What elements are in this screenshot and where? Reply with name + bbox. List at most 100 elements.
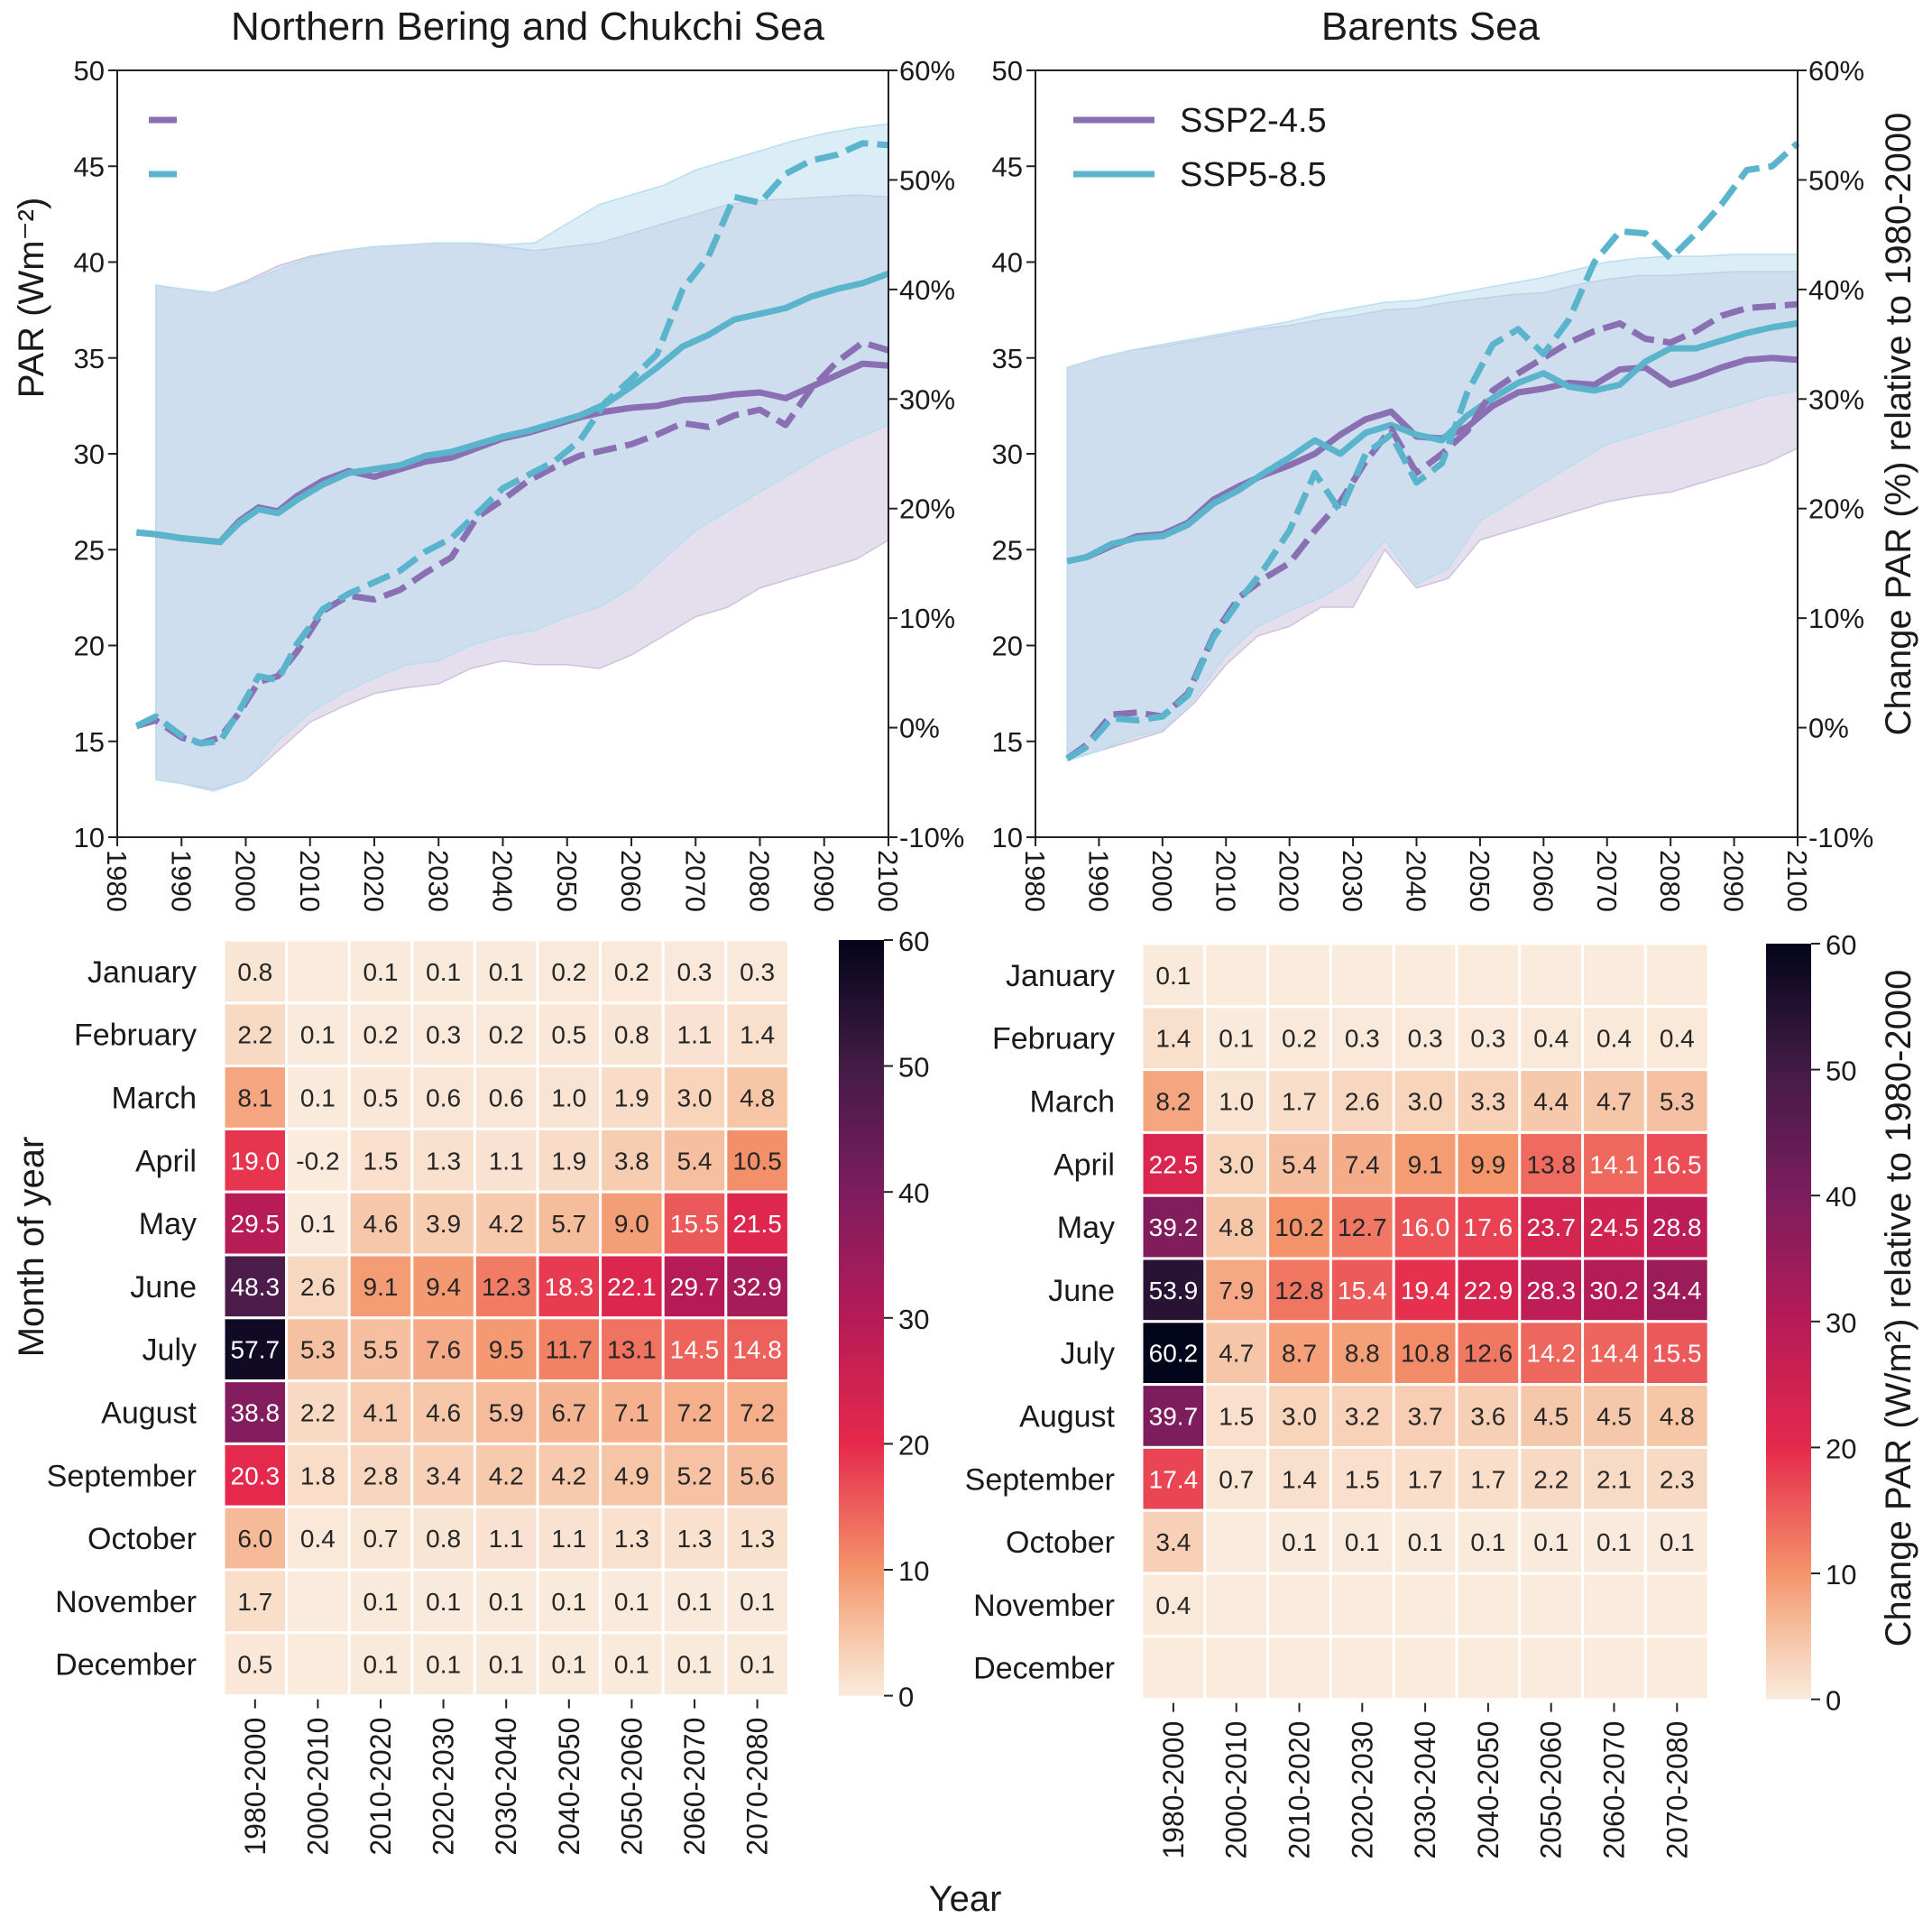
heatmap-cell	[410, 938, 476, 1005]
y2-tick-label: -10%	[1808, 822, 1873, 853]
month-label: January	[1006, 959, 1115, 993]
x-tick-label: 2090	[1718, 850, 1750, 912]
colorbar-tick-label: 20	[898, 1429, 929, 1461]
x-tick-label: 1980	[1019, 850, 1051, 912]
heatmap-cell	[1140, 1130, 1207, 1197]
month-label: February	[74, 1019, 197, 1053]
heatmap-cell	[1455, 942, 1522, 1009]
timeseries-bering: 10 15 20 25 30 35 40 45 50 -10% 0% 10% 20% 30% 40% 50% 6…	[74, 55, 965, 912]
heatmap-cell	[1455, 1635, 1522, 1701]
heatmap-cell-value: 3.4	[1155, 1528, 1191, 1556]
y2-tick-label: 40%	[1808, 274, 1864, 306]
series-line-ssp585-dashed	[1065, 141, 1800, 761]
heatmap-cell	[1203, 1005, 1270, 1072]
x-category-label: 2000-2010	[1220, 1721, 1253, 1859]
y-tick-label: 50	[74, 55, 105, 87]
legend-label-ssp585: SSP5-8.5	[1180, 156, 1327, 194]
heatmap-cell-value: 3.3	[1470, 1088, 1505, 1116]
heatmap-cell-value: 3.4	[426, 1462, 461, 1489]
heatmap-cell	[1266, 1005, 1332, 1072]
heatmap-cell-value: 0.3	[740, 958, 775, 986]
heatmap-cell-value: 0.2	[1282, 1025, 1317, 1053]
heatmap-cell-value: 1.4	[1282, 1465, 1317, 1493]
y-tick-label: 35	[992, 343, 1023, 374]
heatmap-cell-value: 0.1	[489, 1588, 524, 1616]
month-label: November	[973, 1589, 1115, 1623]
heatmap-cell	[661, 1316, 728, 1383]
heatmap-cell-value: 5.7	[551, 1210, 586, 1238]
heatmap-cell	[724, 1316, 790, 1383]
heatmap-cell	[724, 1631, 790, 1698]
heatmap-cell-value: 6.7	[551, 1399, 586, 1427]
colorbar-tick-label: 50	[898, 1052, 929, 1083]
heatmap-cell-value: 0.3	[1408, 1025, 1443, 1053]
y-tick-label: 10	[992, 822, 1023, 853]
heatmap-cell-value: 3.0	[1408, 1088, 1443, 1116]
heatmap-cell-value: 0.1	[551, 1651, 586, 1679]
heatmap-cell	[1643, 1257, 1710, 1323]
heatmap-cell	[1203, 1445, 1270, 1512]
heatmap-cell-value: 0.2	[363, 1021, 399, 1049]
month-label: April	[135, 1144, 197, 1178]
heatmap-cell	[661, 1505, 728, 1572]
heatmap-cell-value: 4.6	[363, 1210, 399, 1238]
heatmap-cell	[285, 1379, 351, 1445]
colorbar-tick-label: 10	[898, 1555, 929, 1587]
month-label: February	[992, 1022, 1115, 1056]
heatmap-cell-value: 5.2	[677, 1462, 713, 1489]
heatmap-cell-value: 0.2	[614, 958, 649, 986]
heatmap-cell-value: 16.0	[1401, 1213, 1450, 1241]
y-tick-label: 35	[74, 343, 105, 374]
heatmap-cell	[724, 1568, 790, 1635]
legend: SSP2-4.5 SSP5-8.5	[1073, 102, 1327, 194]
band-ssp585	[1066, 254, 1799, 762]
heatmap-cell-value: 19.4	[1401, 1277, 1450, 1305]
y2-tick-label: 20%	[899, 493, 955, 525]
legend-dashed	[149, 116, 177, 178]
heatmap-cell-value: 24.5	[1589, 1213, 1639, 1241]
heatmap-cell	[222, 1505, 289, 1572]
heatmap-cell-value: 15.5	[1652, 1340, 1702, 1368]
heatmap-cell	[1329, 1572, 1395, 1638]
month-label: July	[143, 1333, 197, 1368]
heatmap-cell-value: 3.7	[1408, 1403, 1443, 1431]
heatmap-cell-value: 22.1	[607, 1273, 657, 1301]
heatmap-cell	[1455, 1383, 1522, 1449]
heatmap-cell	[347, 1505, 414, 1572]
heatmap-cell	[1203, 942, 1270, 1009]
heatmap-cell-value: 18.3	[545, 1273, 594, 1301]
heatmap-cell-value: 0.6	[426, 1084, 461, 1112]
heatmap-cell-value: 4.2	[551, 1462, 586, 1489]
left-panel-title: Northern Bering and Chukchi Sea	[231, 5, 824, 49]
heatmap-cell-value: 1.3	[614, 1525, 649, 1553]
y2-tick-label: 10%	[1808, 603, 1864, 634]
heatmap-cell-value: 11.7	[546, 1336, 593, 1364]
heatmap-cell-value: 0.1	[1219, 1025, 1254, 1053]
band-ssp585	[155, 123, 889, 792]
heatmap-cell-value: 12.7	[1338, 1213, 1387, 1241]
heatmap-cell	[285, 938, 351, 1005]
month-label: September	[965, 1462, 1115, 1497]
heatmap-cell-value: 5.4	[1282, 1150, 1317, 1178]
x-category-label: 2040-2050	[1472, 1721, 1504, 1859]
heatmap-cell-value: 12.6	[1464, 1340, 1513, 1368]
heatmap-cell-value: 0.1	[551, 1588, 586, 1616]
heatmap-cell	[1329, 1068, 1395, 1134]
heatmap-cell-value: 3.0	[677, 1084, 713, 1112]
heatmap-cell	[1329, 942, 1395, 1009]
x-category-label: 2060-2070	[678, 1718, 711, 1856]
heatmap-cell-value: 39.7	[1149, 1403, 1199, 1431]
heatmap-cell	[222, 1631, 289, 1698]
heatmap-cell-value: 10.8	[1401, 1340, 1450, 1368]
colorbar	[1766, 944, 1811, 1700]
y2-tick-label: 60%	[899, 55, 955, 87]
month-label: May	[139, 1207, 197, 1241]
heatmap-cell	[473, 1631, 539, 1698]
month-label: August	[101, 1397, 197, 1431]
heatmap-cell	[1329, 1383, 1395, 1449]
heatmap-barents: January 0.1 February 1.4 0.1 0.2 0.3 0.3 0.3 0.4 0…	[965, 929, 1857, 1859]
y-tick-label: 30	[992, 438, 1023, 470]
x-category-label: 2030-2040	[490, 1718, 522, 1856]
heatmap-cell	[1329, 1635, 1395, 1701]
heatmap-cell	[724, 938, 790, 1005]
